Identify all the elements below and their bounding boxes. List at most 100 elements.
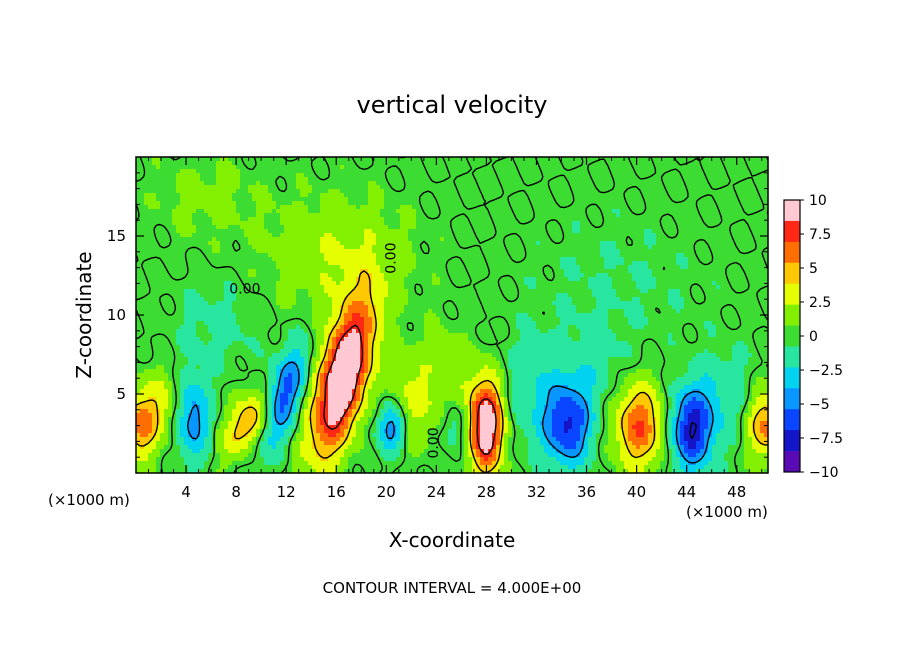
field-cell	[156, 225, 161, 230]
field-cell	[344, 217, 349, 222]
field-cell	[708, 169, 713, 174]
field-cell	[600, 261, 605, 266]
field-cell	[428, 269, 433, 274]
field-cell	[580, 181, 585, 186]
field-cell	[432, 217, 437, 222]
field-cell	[156, 269, 161, 274]
field-cell	[428, 281, 433, 286]
field-cell	[472, 277, 477, 282]
field-cell	[232, 277, 237, 282]
field-cell	[564, 241, 569, 246]
field-cell	[560, 245, 565, 250]
field-cell	[524, 217, 529, 222]
field-cell	[152, 169, 157, 174]
field-cell	[700, 161, 705, 166]
field-cell	[656, 169, 661, 174]
field-cell	[596, 253, 601, 258]
field-cell	[308, 165, 313, 170]
field-cell	[408, 277, 413, 282]
field-cell	[300, 265, 305, 270]
field-cell	[372, 173, 377, 178]
field-cell	[504, 253, 509, 258]
field-cell	[212, 233, 217, 238]
field-cell	[288, 173, 293, 178]
field-cell	[152, 205, 157, 210]
field-cell	[696, 173, 701, 178]
field-cell	[420, 277, 425, 282]
field-cell	[548, 245, 553, 250]
field-cell	[332, 273, 337, 278]
field-cell	[160, 281, 165, 286]
field-cell	[300, 253, 305, 258]
field-cell	[440, 261, 445, 266]
field-cell	[304, 217, 309, 222]
field-cell	[364, 205, 369, 210]
field-cell	[392, 281, 397, 286]
field-cell	[160, 197, 165, 202]
field-cell	[752, 265, 757, 270]
field-cell	[400, 157, 405, 162]
field-cell	[364, 221, 369, 226]
field-cell	[364, 177, 369, 182]
field-cell	[240, 213, 245, 218]
field-cell	[620, 241, 625, 246]
field-cell	[616, 273, 621, 278]
field-cell	[408, 241, 413, 246]
field-cell	[636, 225, 641, 230]
field-cell	[188, 193, 193, 198]
field-cell	[516, 261, 521, 266]
field-cell	[204, 225, 209, 230]
field-cell	[644, 265, 649, 270]
field-cell	[520, 261, 525, 266]
field-cell	[544, 197, 549, 202]
field-cell	[516, 177, 521, 182]
field-cell	[392, 269, 397, 274]
field-cell	[504, 165, 509, 170]
field-cell	[268, 217, 273, 222]
field-cell	[440, 273, 445, 278]
field-cell	[372, 181, 377, 186]
field-cell	[408, 173, 413, 178]
field-cell	[388, 269, 393, 274]
field-cell	[404, 241, 409, 246]
field-cell	[508, 245, 513, 250]
field-cell	[620, 169, 625, 174]
field-cell	[704, 197, 709, 202]
field-cell	[532, 189, 537, 194]
field-cell	[396, 225, 401, 230]
field-cell	[624, 257, 629, 262]
field-cell	[160, 165, 165, 170]
field-cell	[164, 193, 169, 198]
field-cell	[572, 213, 577, 218]
field-cell	[512, 157, 517, 162]
field-cell	[712, 157, 717, 162]
field-cell	[540, 217, 545, 222]
field-cell	[740, 229, 745, 234]
field-cell	[416, 273, 421, 278]
field-cell	[560, 269, 565, 274]
field-cell	[632, 277, 637, 282]
field-cell	[644, 177, 649, 182]
field-cell	[144, 189, 149, 194]
field-cell	[236, 209, 241, 214]
field-cell	[576, 169, 581, 174]
field-cell	[580, 241, 585, 246]
field-cell	[560, 233, 565, 238]
field-cell	[272, 221, 277, 226]
field-cell	[320, 161, 325, 166]
field-cell	[644, 205, 649, 210]
field-cell	[320, 205, 325, 210]
field-cell	[452, 161, 457, 166]
field-cell	[660, 197, 665, 202]
field-cell	[136, 161, 141, 166]
field-cell	[608, 217, 613, 222]
field-cell	[344, 245, 349, 250]
field-cell	[660, 157, 665, 162]
field-cell	[452, 189, 457, 194]
field-cell	[648, 173, 653, 178]
field-cell	[748, 189, 753, 194]
field-cell	[696, 261, 701, 266]
field-cell	[528, 177, 533, 182]
field-cell	[392, 261, 397, 266]
field-cell	[624, 277, 629, 282]
